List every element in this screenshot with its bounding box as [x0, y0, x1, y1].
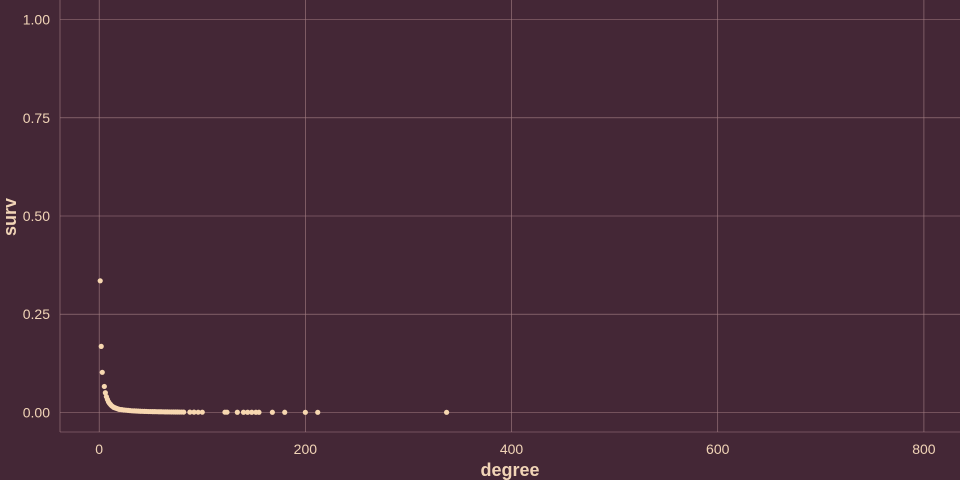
x-tick-labels: 0 200 400 600 800 [95, 441, 936, 457]
data-point [224, 409, 230, 415]
y-tick-label: 0.00 [23, 404, 50, 420]
y-tick-label: 0.75 [23, 110, 50, 126]
data-points [97, 278, 450, 415]
data-point [249, 409, 255, 415]
data-point [98, 343, 104, 349]
x-tick-label: 800 [912, 441, 936, 457]
data-point [199, 409, 205, 415]
data-point [443, 409, 450, 415]
data-point [315, 409, 321, 415]
data-point [195, 409, 201, 415]
data-point [102, 390, 108, 396]
data-point [245, 409, 251, 415]
x-tick-label: 400 [500, 441, 524, 457]
data-point [191, 409, 197, 415]
data-point [269, 409, 275, 415]
data-point [101, 383, 107, 390]
y-tick-label: 0.50 [23, 208, 50, 224]
y-axis-title: surv [0, 198, 20, 236]
data-point [282, 409, 288, 415]
x-tick-label: 0 [95, 441, 103, 457]
data-point [97, 278, 103, 284]
data-point [256, 409, 262, 415]
data-point [99, 369, 105, 375]
data-point [302, 409, 308, 415]
data-point [240, 409, 247, 415]
y-tick-label: 1.00 [23, 12, 50, 28]
x-tick-label: 200 [294, 441, 318, 457]
data-point [187, 409, 193, 415]
data-point [181, 409, 187, 415]
x-tick-label: 600 [706, 441, 730, 457]
data-point [234, 409, 240, 415]
y-tick-labels: 0.00 0.25 0.50 0.75 1.00 [23, 12, 50, 421]
grid-lines [60, 0, 960, 432]
y-tick-label: 0.25 [23, 306, 50, 322]
x-axis-title: degree [480, 460, 539, 480]
